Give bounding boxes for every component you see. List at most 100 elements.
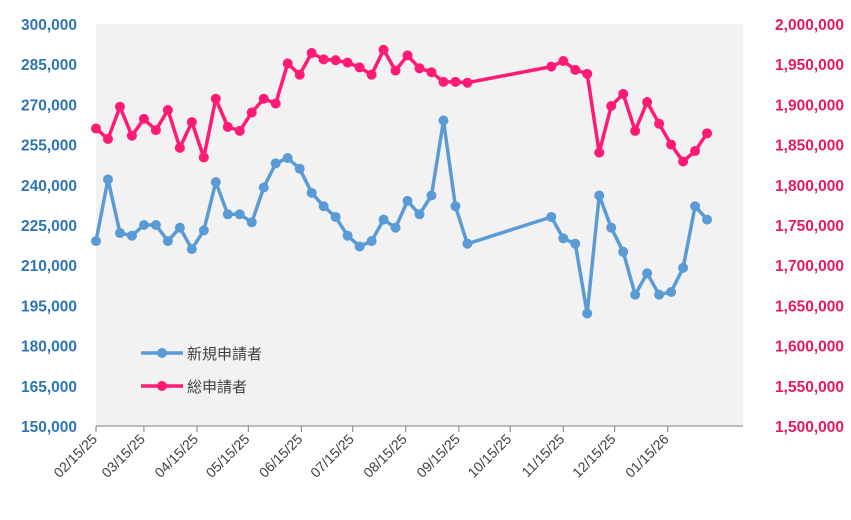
series-2-point — [690, 146, 701, 157]
series-1-point — [318, 201, 329, 212]
series-1-point — [702, 214, 713, 225]
series-1-point — [102, 174, 113, 185]
left-axis-tick-label: 150,000 — [21, 419, 77, 436]
series-2-point — [570, 64, 581, 75]
series-1-point — [138, 220, 149, 230]
series-1-point — [186, 244, 197, 255]
series-1-point — [642, 268, 653, 279]
series-1-point — [342, 230, 353, 241]
series-1-point — [414, 209, 425, 220]
series-2-point — [402, 50, 413, 61]
right-axis-tick-label: 1,850,000 — [775, 138, 844, 155]
series-1-point — [606, 222, 617, 233]
series-1-point — [270, 158, 281, 169]
series-1-point — [654, 289, 665, 300]
left-axis: 300,000 285,000 270,000 255,000 240,000 225,0… — [21, 17, 77, 436]
x-axis-tick-label: 07/15/25 — [307, 431, 357, 481]
series-2-point — [450, 76, 461, 87]
series-2-point — [546, 61, 557, 72]
right-axis-tick-label: 1,950,000 — [775, 57, 844, 74]
series-2-point — [102, 133, 113, 144]
series-1-point — [582, 308, 593, 319]
series-2-point — [558, 55, 569, 66]
series-1-point — [306, 187, 317, 198]
series-2-point — [91, 123, 101, 134]
series-2-point — [378, 44, 389, 55]
series-2-line — [94, 47, 709, 164]
series-2-point — [666, 139, 677, 150]
series-1-point — [678, 262, 689, 273]
right-axis: 2,000,000 1,950,000 1,900,000 1,850,000 1,80… — [775, 17, 844, 436]
x-axis-tick-label: 01/15/26 — [622, 431, 672, 481]
series-1-point — [354, 241, 365, 252]
x-axis-tick-label: 02/15/25 — [50, 431, 100, 481]
series-2-point — [186, 117, 197, 128]
series-1-point — [150, 220, 161, 230]
series-2-point — [210, 93, 221, 104]
series-2-point — [366, 69, 377, 80]
series-2 — [91, 44, 713, 167]
series-1-point — [114, 228, 125, 239]
series-2-point — [258, 93, 269, 104]
series-2-point — [606, 101, 617, 112]
series-1-point — [546, 211, 557, 222]
series-2-point — [294, 69, 305, 80]
series-1-point — [402, 195, 413, 206]
series-1-point — [666, 287, 677, 297]
series-2-point — [678, 156, 689, 167]
legend-item-1: 新規申請者 — [141, 345, 262, 363]
series-2-point — [330, 55, 341, 66]
series-1-point — [282, 153, 293, 163]
x-axis-tick-label: 09/15/25 — [413, 431, 463, 481]
legend-swatch-marker — [157, 348, 167, 358]
series-1-point — [126, 230, 137, 241]
series-2-point — [582, 68, 593, 79]
series-2-point — [162, 105, 173, 116]
series-2-point — [150, 125, 161, 136]
series-2-point — [114, 101, 125, 112]
x-axis-tick-label: 03/15/25 — [98, 431, 148, 481]
series-2-point — [282, 58, 293, 69]
series-2-point — [654, 118, 665, 129]
legend-label: 総申請者 — [187, 378, 247, 396]
series-1-point — [438, 115, 449, 126]
x-axis-tick-label: 05/15/25 — [203, 431, 253, 481]
series-2-point — [414, 63, 425, 74]
series-2-point — [630, 125, 641, 136]
series-2-point — [246, 107, 257, 118]
right-axis-tick-label: 1,750,000 — [775, 218, 844, 235]
series-2-point — [318, 54, 329, 65]
legend-item-2: 総申請者 — [141, 378, 247, 396]
series-1-point — [558, 233, 569, 244]
series-1-point — [570, 238, 581, 249]
series-2-point — [462, 77, 473, 88]
x-axis-tick-label: 06/15/25 — [256, 431, 306, 481]
series-1-point — [450, 201, 461, 212]
plot-area — [96, 24, 743, 426]
left-axis-tick-label: 225,000 — [21, 218, 77, 235]
right-axis-tick-label: 1,500,000 — [775, 419, 844, 436]
series-1-point — [630, 289, 641, 300]
series-2-point — [234, 125, 245, 136]
series-2-point — [438, 76, 449, 87]
left-axis-tick-label: 285,000 — [21, 57, 77, 74]
left-axis-tick-label: 210,000 — [21, 258, 77, 275]
series-2-point — [126, 130, 137, 141]
x-axis-tick-label: 10/15/25 — [464, 431, 514, 481]
left-axis-tick-label: 300,000 — [21, 17, 77, 34]
series-1-point — [294, 163, 305, 174]
legend-swatch-marker — [157, 381, 167, 391]
series-1-point — [378, 214, 389, 225]
right-axis-tick-label: 1,600,000 — [775, 339, 844, 356]
right-axis-tick-label: 1,800,000 — [775, 178, 844, 195]
series-1-point — [462, 238, 473, 249]
series-1-point — [91, 236, 101, 247]
series-2-point — [174, 142, 185, 153]
series-2-point — [354, 62, 365, 73]
series-2-point — [342, 57, 353, 68]
series-1-point — [198, 225, 209, 236]
series-1-point — [390, 222, 401, 233]
series-2-point — [198, 152, 209, 163]
series-1-point — [210, 177, 221, 188]
